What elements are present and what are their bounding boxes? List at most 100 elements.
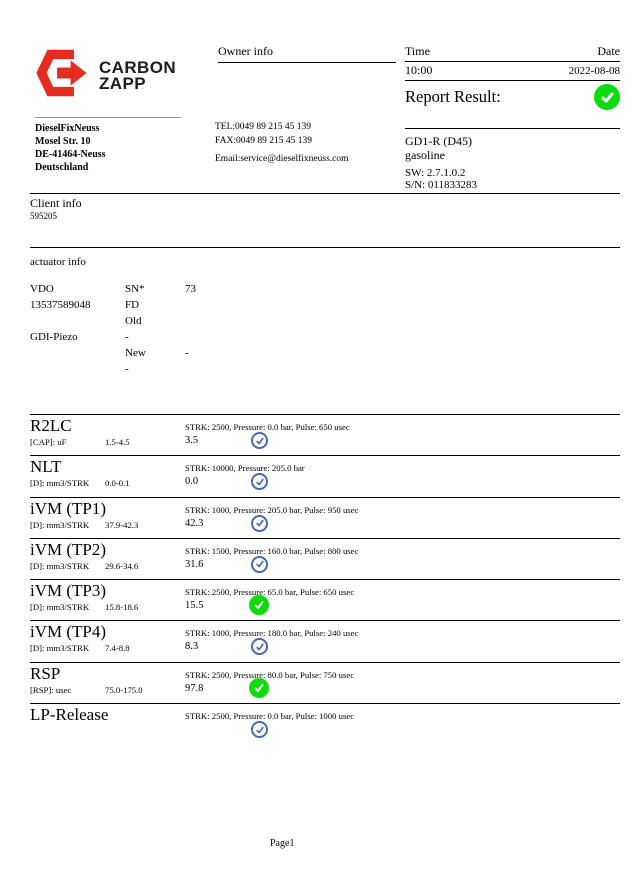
- actuator-row: 13537589048 FD: [30, 298, 330, 314]
- test-status-check-icon: [249, 595, 269, 616]
- tests-list: R2LC STRK: 2500, Pressure: 0.0 bar, Puls…: [30, 414, 620, 744]
- actuator-row: -: [30, 362, 330, 378]
- test-measured-value: 31.6: [185, 558, 204, 570]
- client-number: 595205: [30, 211, 57, 221]
- test-nominal-range: 1.5-4.5: [105, 437, 130, 447]
- test-measured-value: 3.5: [185, 435, 199, 446]
- owner-info-heading: Owner info: [218, 44, 396, 63]
- test-section: iVM (TP2) STRK: 1500, Pressure: 160.0 ba…: [30, 537, 620, 579]
- test-section: NLT STRK: 10000, Pressure: 205.0 bar [D]…: [30, 455, 620, 496]
- test-parameters: STRK: 1000, Pressure: 180.0 bar, Pulse: …: [185, 628, 359, 639]
- test-section: RSP STRK: 2500, Pressure: 80.0 bar, Puls…: [30, 661, 620, 703]
- test-status-check-icon: [251, 432, 268, 449]
- actuator-part-cell: GDI-Piezo: [30, 331, 78, 343]
- test-unit-label: [CAP]: uF: [30, 437, 67, 447]
- actuator-info-heading: actuator info: [30, 256, 86, 268]
- brand-line2: ZAPP: [99, 73, 146, 93]
- actuator-field-cell: -: [125, 331, 129, 343]
- test-parameters: STRK: 1000, Pressure: 205.0 bar, Pulse: …: [185, 504, 359, 515]
- test-unit-label: [D]: mm3/STRK: [30, 560, 90, 571]
- report-result-pass-check-icon: [594, 84, 620, 110]
- report-result-row: Report Result:: [405, 84, 620, 110]
- actuator-row: New -: [30, 346, 330, 362]
- test-measured-value: 15.5: [185, 600, 204, 612]
- time-label: Time: [405, 44, 430, 58]
- test-parameters: STRK: 2500, Pressure: 65.0 bar, Pulse: 6…: [185, 587, 355, 598]
- actuator-value-cell: [185, 314, 330, 330]
- carbon-zapp-hexagon-icon: [36, 48, 90, 103]
- test-measured-value: 42.3: [185, 517, 204, 529]
- owner-email: Email:service@dieselfixneuss.com: [215, 154, 349, 164]
- test-name: NLT: [30, 457, 62, 477]
- test-parameters: STRK: 10000, Pressure: 205.0 bar: [185, 463, 305, 474]
- owner-tel: TEL:0049 89 215 45 139: [215, 122, 312, 132]
- test-parameters: STRK: 2500, Pressure: 80.0 bar, Pulse: 7…: [185, 669, 355, 680]
- actuator-part-cell: 13537589048: [30, 299, 91, 311]
- actuator-field-cell: New: [125, 347, 146, 359]
- time-value: 10:00: [405, 63, 433, 77]
- test-name: LP-Release: [30, 705, 109, 725]
- test-status-check-icon: [251, 638, 268, 656]
- machine-software-version: SW: 2.7.1.0.2: [405, 167, 466, 179]
- actuator-value-cell: 73: [185, 283, 196, 295]
- client-info-heading: Client info: [30, 196, 82, 210]
- actuator-field-cell: SN*: [125, 283, 145, 295]
- actuator-row: VDO SN* 73: [30, 282, 330, 298]
- owner-street: Mosel Str. 10: [35, 136, 91, 147]
- test-name: iVM (TP2): [30, 539, 107, 559]
- machine-serial-number: S/N: 011833283: [405, 179, 478, 191]
- test-status-check-icon: [251, 721, 268, 739]
- brand-line1: CARBON: [99, 57, 177, 77]
- test-nominal-range: 7.4-8.8: [105, 643, 130, 654]
- test-name: R2LC: [30, 416, 72, 435]
- brand-name: CARBON ZAPP: [99, 57, 177, 93]
- machine-fuel: gasoline: [405, 147, 445, 162]
- time-date-header-row: Time Date: [405, 44, 620, 62]
- test-measured-value: 8.3: [185, 641, 199, 653]
- machine-info-block: GD1-R (D45) gasoline SW: 2.7.1.0.2 S/N: …: [405, 128, 620, 191]
- actuator-info-table: VDO SN* 73 13537589048 FD Old GDI-Piezo …: [30, 282, 330, 378]
- test-section: R2LC STRK: 2500, Pressure: 0.0 bar, Puls…: [30, 414, 620, 455]
- test-nominal-range: 29.6-34.6: [105, 560, 139, 571]
- owner-city: DE-41464-Neuss: [35, 149, 106, 160]
- report-result-label: Report Result:: [405, 87, 501, 106]
- owner-fax: FAX:0049 89 215 45 139: [215, 135, 312, 146]
- actuator-value-cell: [185, 362, 330, 378]
- actuator-value-cell: -: [185, 347, 189, 359]
- test-parameters: STRK: 2500, Pressure: 0.0 bar, Pulse: 65…: [185, 422, 350, 432]
- test-unit-label: [D]: mm3/STRK: [30, 643, 90, 654]
- owner-address-block: DieselFixNeuss Mosel Str. 10 DE-41464-Ne…: [35, 117, 181, 174]
- test-nominal-range: 37.9-42.3: [105, 519, 139, 530]
- test-measured-value: 0.0: [185, 476, 199, 488]
- test-status-check-icon: [251, 555, 268, 573]
- test-status-check-icon: [251, 514, 268, 532]
- test-nominal-range: 0.0-0.1: [105, 478, 130, 489]
- actuator-value-cell: [185, 298, 330, 314]
- actuator-row: GDI-Piezo -: [30, 330, 330, 346]
- page-number: Page1: [270, 838, 295, 849]
- date-label: Date: [597, 44, 620, 58]
- test-name: iVM (TP4): [30, 622, 107, 642]
- test-parameters: STRK: 1500, Pressure: 160.0 bar, Pulse: …: [185, 545, 359, 556]
- test-status-check-icon: [249, 677, 269, 698]
- test-section: iVM (TP3) STRK: 2500, Pressure: 65.0 bar…: [30, 579, 620, 620]
- actuator-field-cell: FD: [125, 299, 140, 311]
- test-status-check-icon: [251, 473, 268, 491]
- test-parameters: STRK: 2500, Pressure: 0.0 bar, Pulse: 10…: [185, 711, 355, 722]
- owner-country: Deutschland: [35, 162, 89, 173]
- owner-name: DieselFixNeuss: [35, 123, 100, 134]
- test-nominal-range: 15.8-18.6: [105, 602, 139, 613]
- actuator-field-cell: -: [125, 363, 129, 375]
- time-date-block: Time Date 10:00 2022-08-08: [405, 44, 620, 81]
- actuator-row: Old: [30, 314, 330, 330]
- test-nominal-range: 75.0-175.0: [105, 684, 143, 695]
- actuator-field-cell: Old: [125, 315, 142, 327]
- actuator-part-cell: [30, 346, 125, 362]
- test-unit-label: [D]: mm3/STRK: [30, 602, 90, 613]
- machine-model: GD1-R (D45): [405, 134, 472, 148]
- divider-above-actuator: [30, 247, 620, 248]
- actuator-part-cell: [30, 362, 125, 378]
- actuator-part-cell: VDO: [30, 283, 54, 295]
- test-name: iVM (TP1): [30, 498, 107, 518]
